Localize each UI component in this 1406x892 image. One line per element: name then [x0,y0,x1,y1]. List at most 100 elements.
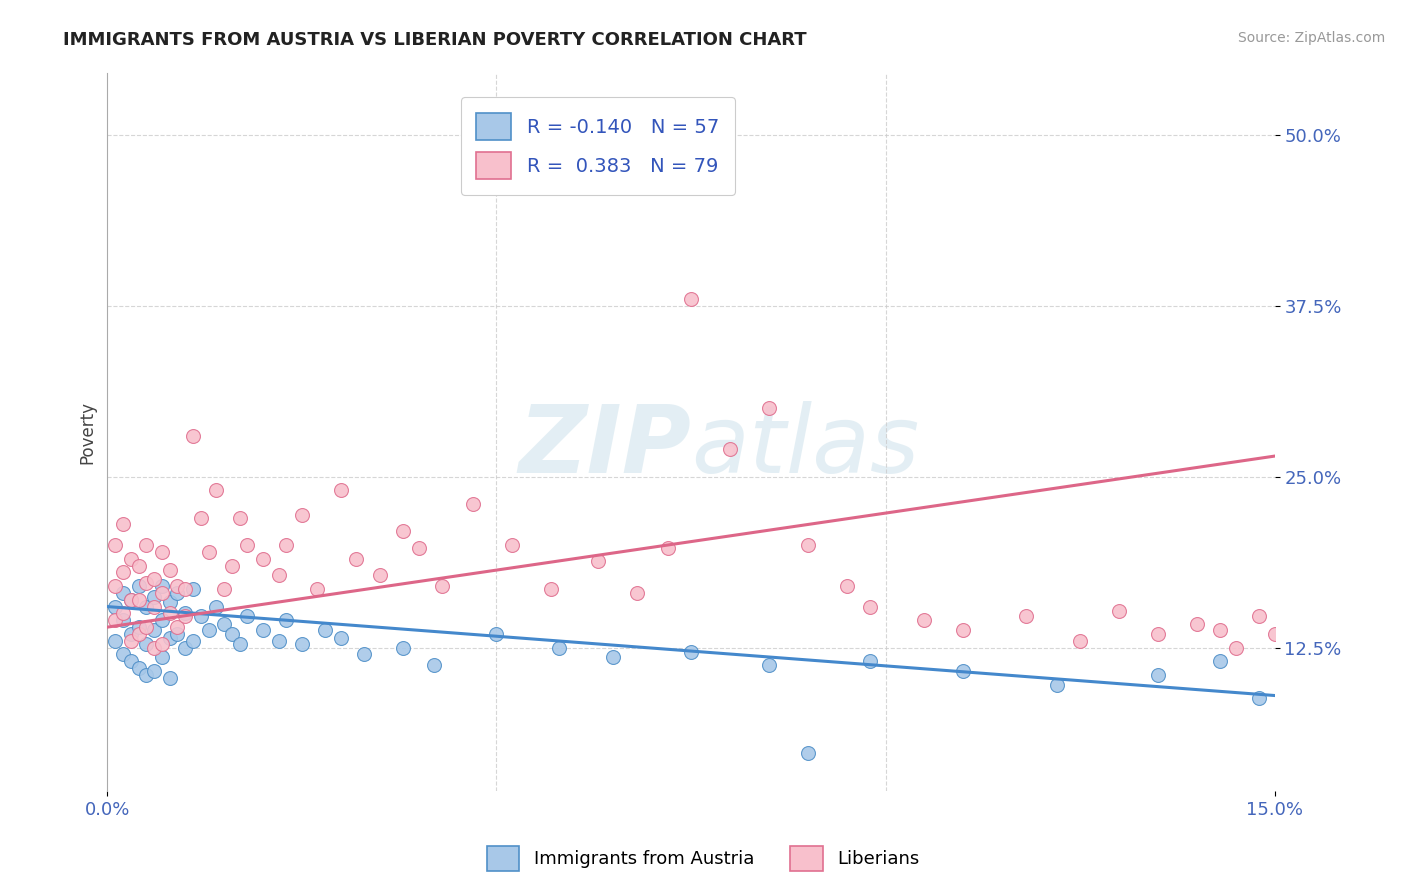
Point [190,510,212,524]
Point [197,623,219,637]
Point [111,607,134,621]
Point [291,636,314,650]
Point [501,538,523,552]
Point [128,620,150,634]
Point [679,292,702,306]
Point [657,541,679,555]
Point [586,554,609,568]
Point [128,661,150,675]
Point [120,633,142,648]
Point [135,599,157,614]
Point [143,599,166,614]
Point [1264,627,1286,641]
Point [626,586,648,600]
Point [1046,677,1069,691]
Point [1341,620,1364,634]
Point [181,428,204,442]
Point [718,442,741,457]
Point [236,609,259,624]
Point [104,538,127,552]
Point [1249,609,1271,624]
Point [353,648,375,662]
Point [128,592,150,607]
Point [291,508,314,522]
Point [111,613,134,627]
Point [1357,636,1379,650]
Point [143,590,166,604]
Point [1014,609,1036,624]
Point [135,668,157,682]
Point [159,563,181,577]
Point [159,595,181,609]
Point [120,592,142,607]
Point [1317,633,1340,648]
Point [1302,613,1324,627]
Y-axis label: Poverty: Poverty [79,401,96,464]
Point [1209,623,1232,637]
Point [1279,645,1302,659]
Legend: R = -0.140   N = 57, R =  0.383   N = 79: R = -0.140 N = 57, R = 0.383 N = 79 [461,97,734,194]
Point [205,483,228,498]
Point [1209,654,1232,668]
Point [120,627,142,641]
Point [212,582,235,596]
Point [104,633,127,648]
Point [1326,650,1348,665]
Point [166,579,188,593]
Point [166,620,188,634]
Point [236,538,259,552]
Point [135,538,157,552]
Point [276,613,298,627]
Point [314,623,336,637]
Point [392,524,415,539]
Point [159,631,181,645]
Point [859,599,882,614]
Point [120,654,142,668]
Point [166,586,188,600]
Point [135,620,157,634]
Point [166,627,188,641]
Point [174,607,197,621]
Point [111,586,134,600]
Point [835,579,858,593]
Point [267,568,290,582]
Legend: Immigrants from Austria, Liberians: Immigrants from Austria, Liberians [479,838,927,879]
Point [221,627,243,641]
Point [128,558,150,573]
Point [150,613,173,627]
Point [111,648,134,662]
Point [1147,627,1170,641]
Point [1069,633,1091,648]
Point [120,592,142,607]
Point [135,636,157,650]
Point [174,609,197,624]
Point [212,617,235,632]
Point [181,633,204,648]
Point [181,582,204,596]
Point [392,640,415,655]
Point [408,541,430,555]
Point [1372,613,1395,627]
Point [174,582,197,596]
Point [914,613,936,627]
Point [104,579,127,593]
Point [104,613,127,627]
Point [1108,604,1130,618]
Point [228,636,250,650]
Point [797,746,820,760]
Point [952,623,974,637]
Point [205,599,228,614]
Point [758,401,780,416]
Point [150,545,173,559]
Point [143,664,166,678]
Point [1396,650,1406,665]
Point [679,645,702,659]
Point [143,623,166,637]
Point [1225,640,1247,655]
Point [758,658,780,673]
Point [120,551,142,566]
Point [307,582,329,596]
Point [221,558,243,573]
Point [344,551,367,566]
Point [329,483,352,498]
